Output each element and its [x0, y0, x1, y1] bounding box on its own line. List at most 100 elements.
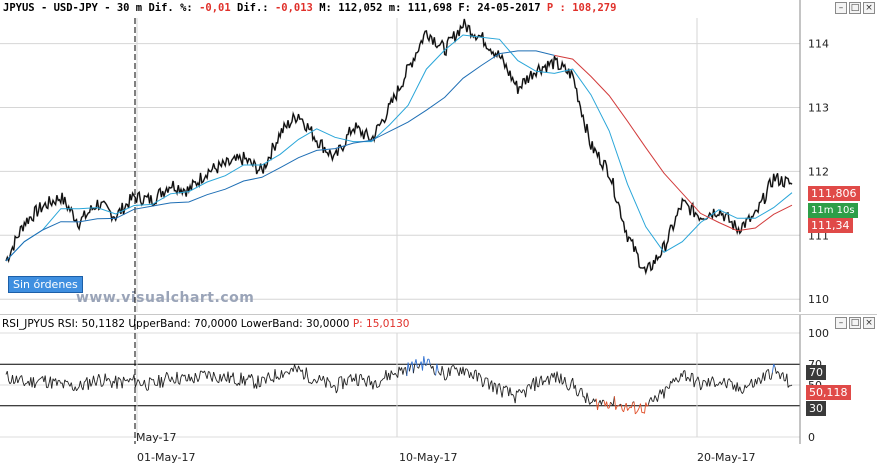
rsi-line-segment [613, 396, 617, 410]
timer-tag: 11m 10s [808, 203, 858, 218]
rsi-line-segment [56, 380, 59, 386]
diff-label: Dif.: [237, 2, 269, 14]
rsi-line-segment [778, 372, 781, 380]
rsi-line-segment [292, 364, 295, 372]
rsi-line-segment [429, 364, 433, 369]
close-button[interactable]: × [863, 317, 875, 329]
rsi-line-segment [774, 367, 777, 374]
moving-average-tag: 111,34 [808, 218, 853, 233]
rsi-line-segment [288, 369, 292, 375]
rsi-line-segment [437, 371, 440, 375]
rsi-line-segment [64, 379, 67, 382]
rsi-line-segment [341, 376, 344, 390]
rsi-line-segment [412, 364, 416, 374]
rsi-line-segment [215, 379, 218, 383]
rsi-line-segment [717, 383, 720, 386]
rsi-line-segment [257, 375, 260, 388]
rsi-line-segment [119, 378, 122, 381]
rsi-line-segment [574, 384, 578, 395]
rsi-line-segment [208, 371, 210, 373]
rsi-line-segment [723, 377, 726, 385]
rsi-line-segment [445, 376, 448, 380]
minimize-button[interactable]: – [835, 317, 847, 329]
rsi-line-segment [685, 377, 688, 382]
rsi-line-segment [278, 377, 281, 380]
title-separator: - [40, 2, 48, 14]
rsi-line-segment [44, 375, 47, 388]
rsi-line-segment [99, 378, 102, 387]
rsi-line-segment [470, 372, 473, 377]
rsi-chart-pane[interactable]: 1007050300 RSI_JPYUS RSI: 50,1182 UpperB… [0, 314, 877, 445]
last-price-tag: 111,806 [808, 186, 860, 201]
rsi-line-segment [691, 372, 693, 375]
rsi-line-segment [647, 399, 651, 405]
rsi-line-segment [329, 381, 332, 388]
rsi-line-segment [786, 373, 789, 388]
diff-value: -0,013 [274, 2, 313, 14]
rsi-line-segment [603, 400, 606, 407]
rsi-line-segment [695, 379, 698, 382]
price-chart-pane[interactable]: 114 113 112 111 110 JPYUS - USD-JPY - 30 m D… [0, 0, 877, 314]
rsi-line-segment [634, 412, 637, 415]
rsi-line-segment [499, 383, 502, 391]
rsi-line-segment [240, 372, 243, 384]
rsi-axis-label: 0 [808, 431, 815, 444]
rsi-line-segment [269, 377, 272, 381]
rsi-line-segment [149, 377, 152, 380]
rsi-line-segment [677, 379, 681, 383]
maximize-button[interactable]: □ [849, 2, 861, 14]
orders-button[interactable]: Sin órdenes [8, 276, 83, 293]
rsi-line-segment [86, 377, 89, 390]
rsi-line-segment [153, 379, 156, 386]
rsi-line-segment [307, 376, 310, 384]
rsi-line-segment [194, 372, 198, 378]
price-chart-title: JPYUS - USD-JPY - 30 m Dif. %: -0,01 Dif… [0, 0, 616, 16]
rsi-lower-tag: 30 [806, 401, 826, 416]
maximize-button[interactable]: □ [849, 317, 861, 329]
rsi-line-segment [707, 378, 711, 387]
rsi-line-segment [160, 376, 164, 388]
rsi-line-segment [6, 371, 10, 381]
rsi-line-segment [608, 402, 611, 409]
rsi-line-segment [150, 378, 153, 381]
rsi-line-segment [687, 376, 690, 379]
slow-moving-average-line [5, 50, 555, 262]
rsi-line-segment [615, 406, 618, 410]
rsi-chart-canvas[interactable]: 1007050300 [0, 315, 877, 445]
rsi-line-segment [765, 369, 768, 373]
rsi-line-segment [436, 363, 439, 372]
date-label: F: [458, 2, 472, 14]
rsi-line-segment [407, 362, 410, 372]
rsi-line-segment [163, 376, 166, 382]
rsi-line-segment [501, 386, 504, 398]
rsi-line-segment [145, 386, 148, 391]
rsi-line-segment [23, 383, 26, 387]
rsi-line-segment [526, 384, 529, 388]
rsi-line-segment [535, 376, 538, 387]
rsi-line-segment [376, 386, 379, 389]
rsi-line-segment [166, 371, 169, 375]
rsi-line-segment [318, 374, 322, 381]
rsi-line-segment [111, 381, 114, 388]
close-button[interactable]: × [863, 2, 875, 14]
rsi-line-segment [301, 369, 305, 380]
rsi-line-segment [93, 375, 96, 383]
rsi-line-segment [645, 402, 648, 407]
rsi-line-segment [534, 376, 537, 391]
rsi-line-segment [108, 378, 111, 383]
rsi-line-segment [47, 382, 50, 388]
rsi-line-segment [760, 379, 763, 384]
rsi-line-segment [214, 375, 217, 380]
rsi-line-segment [190, 376, 194, 382]
rsi-line-segment [358, 374, 361, 386]
rsi-line-segment [665, 386, 667, 388]
rsi-line-segment [487, 378, 490, 390]
rsi-line-segment [736, 382, 739, 392]
rsi-line-segment [739, 386, 742, 392]
rsi-line-segment [441, 366, 444, 373]
rsi-line-segment [565, 384, 568, 390]
rsi-line-segment [350, 374, 353, 382]
minimize-button[interactable]: – [835, 2, 847, 14]
rsi-line-segment [18, 376, 21, 380]
